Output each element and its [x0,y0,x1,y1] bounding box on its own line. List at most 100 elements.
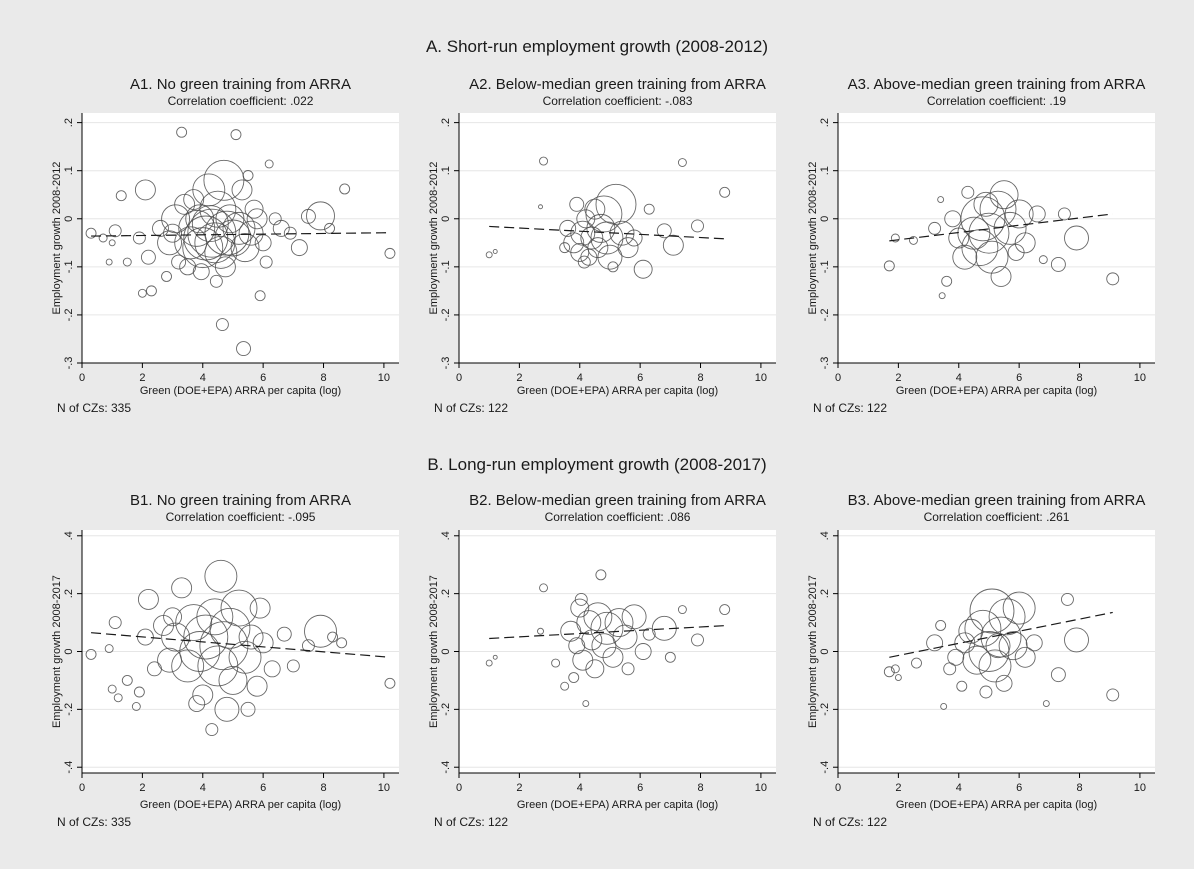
scatter-point [192,263,210,281]
scatter-point [1050,256,1066,272]
fit-line [91,232,390,237]
scatter-point [633,259,653,279]
panel-title: B2. Below-median green training from ARR… [469,492,766,509]
y-tick-label: -.4 [819,761,831,774]
scatter-point [581,629,603,651]
scatter-point [551,658,561,668]
x-axis-title: Green (DOE+EPA) ARRA per capita (log) [517,385,718,397]
y-tick-label: .1 [63,166,75,175]
x-tick-label: 4 [200,782,206,794]
scatter-point [163,607,183,627]
scatter-point [214,219,252,257]
scatter-point [254,234,272,252]
scatter-point [1057,207,1071,221]
scatter-point [894,674,902,681]
scatter-point [961,185,975,199]
scatter-point [244,199,264,219]
scatter-point [122,257,132,267]
y-tick-label: 0 [819,216,831,222]
y-tick-label: -.2 [440,309,452,322]
scatter-point [584,198,606,220]
scatter-point [264,159,274,169]
scatter-point [538,204,543,210]
scatter-point [935,620,947,631]
x-axis-title: Green (DOE+EPA) ARRA per capita (log) [140,385,341,397]
scatter-point [384,677,396,689]
x-tick-label: 8 [1076,782,1082,794]
y-tick-label: -.3 [440,357,452,370]
y-axis-title: Employment growth 2008-2012 [51,162,63,315]
y-tick-label: -.2 [63,703,75,716]
scatter-point [134,179,156,201]
panel-a2: A2. Below-median green training from ARR… [428,76,776,415]
y-tick-label: -.1 [819,260,831,273]
scatter-point [196,598,234,636]
scatter-point [185,204,215,234]
scatter-point [938,292,946,300]
scatter-point [664,651,676,663]
scatter-point [990,266,1012,287]
x-tick-label: 0 [835,372,841,384]
x-tick-label: 6 [260,372,266,384]
scatter-point [137,588,159,610]
fit-line [889,611,1113,658]
x-axis-title: Green (DOE+EPA) ARRA per capita (log) [140,799,341,811]
scatter-point [570,598,590,618]
y-tick-label: .2 [440,118,452,127]
scatter-point [246,675,268,697]
y-tick-label: -.4 [63,761,75,774]
sample-size-note: N of CZs: 122 [813,401,887,415]
scatter-point [643,203,655,215]
y-tick-label: -.3 [63,357,75,370]
scatter-point [539,583,548,593]
y-axis-title: Employment growth 2008-2017 [807,575,819,728]
scatter-point [85,648,97,660]
correlation-label: Correlation coefficient: .19 [927,94,1067,108]
scatter-point [979,190,1017,228]
plot-area [838,113,1155,363]
panel-a1: A1. No green training from ARRACorrelati… [51,76,399,415]
scatter-point [574,592,588,606]
scatter-point [197,645,239,687]
scatter-point [1106,688,1120,702]
scatter-point [254,290,266,302]
correlation-label: Correlation coefficient: .261 [924,510,1070,524]
y-tick-label: .2 [440,589,452,598]
scatter-point [595,569,607,581]
y-tick-label: 0 [440,648,452,654]
scatter-point [108,239,116,247]
x-tick-label: 0 [79,372,85,384]
fit-line [91,632,390,658]
scatter-point [178,209,216,247]
y-tick-label: .2 [819,589,831,598]
panel-b3: B3. Above-median green training from ARR… [807,492,1155,829]
scatter-point [1106,272,1120,286]
section-title-a: A. Short-run employment growth (2008-201… [426,37,768,56]
x-axis-title: Green (DOE+EPA) ARRA per capita (log) [896,799,1097,811]
scatter-point [145,285,157,297]
scatter-point [339,183,351,195]
scatter-point [182,227,224,269]
scatter-point [204,559,238,593]
scatter-point [240,701,256,717]
x-tick-label: 10 [755,372,767,384]
y-tick-label: .4 [440,531,452,540]
scatter-point [137,288,147,298]
scatter-point [192,684,214,706]
scatter-point [176,126,188,138]
correlation-label: Correlation coefficient: -.083 [543,94,693,108]
x-tick-label: 2 [139,782,145,794]
scatter-point [218,665,248,695]
scatter-point [140,249,156,265]
plot-area [459,113,776,363]
scatter-point [215,318,229,331]
scatter-point [634,643,652,660]
scatter-point [576,610,602,636]
scatter-point [183,614,229,660]
scatter-point [179,631,221,672]
scatter-point [979,685,993,699]
y-axis-title: Employment growth 2008-2012 [428,162,440,315]
scatter-point [590,611,624,645]
y-tick-label: .2 [819,118,831,127]
x-tick-label: 4 [577,782,583,794]
